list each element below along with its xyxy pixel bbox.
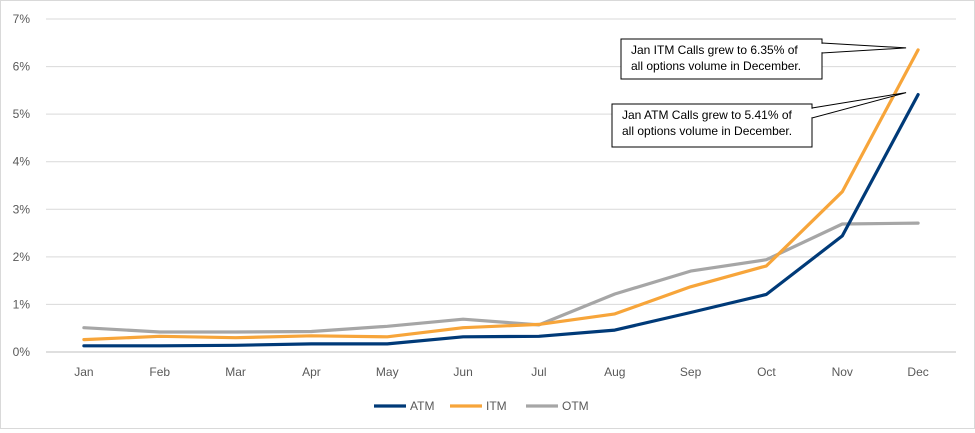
x-tick-label: Apr [302, 365, 321, 379]
legend-label-atm: ATM [410, 399, 434, 413]
series-line-atm [82, 92, 920, 348]
callout-text: Jan ITM Calls grew to 6.35% of [631, 43, 798, 57]
x-tick-label: Jan [74, 365, 93, 379]
callout-pointer [821, 42, 907, 54]
y-tick-label: 1% [13, 297, 31, 311]
legend-label-otm: OTM [562, 399, 589, 413]
y-tick-label: 7% [13, 12, 31, 26]
x-tick-label: Feb [149, 365, 170, 379]
y-tick-label: 4% [13, 155, 31, 169]
callout-text: Jan ATM Calls grew to 5.41% of [622, 108, 793, 122]
callout-box [611, 103, 813, 148]
x-tick-label: Nov [832, 365, 853, 379]
x-tick-label: Dec [907, 365, 928, 379]
series-line-itm [82, 48, 920, 342]
callout-text: all options volume in December. [631, 59, 801, 73]
legend-label-itm: ITM [486, 399, 507, 413]
x-tick-label: Oct [757, 365, 776, 379]
y-tick-label: 2% [13, 250, 31, 264]
y-tick-label: 0% [13, 345, 31, 359]
y-tick-label: 5% [13, 107, 31, 121]
x-tick-label: Aug [604, 365, 625, 379]
x-tick-label: May [376, 365, 399, 379]
y-tick-label: 6% [13, 60, 31, 74]
x-tick-label: Sep [680, 365, 702, 379]
callout-text: all options volume in December. [622, 124, 792, 138]
x-tick-label: Jul [531, 365, 546, 379]
x-tick-label: Jun [453, 365, 472, 379]
callout-box [620, 38, 823, 80]
x-tick-label: Mar [225, 365, 246, 379]
y-tick-label: 3% [13, 202, 31, 216]
